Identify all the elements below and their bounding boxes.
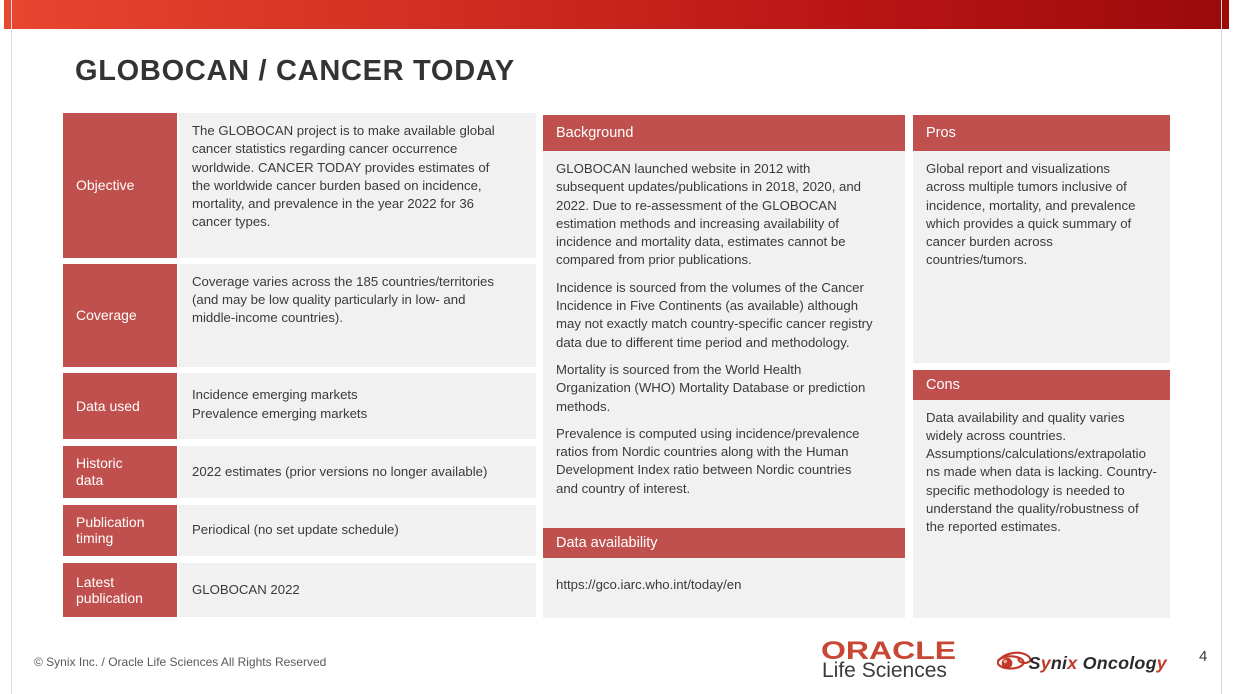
svg-text:Synix Oncology: Synix Oncology — [1029, 653, 1168, 673]
